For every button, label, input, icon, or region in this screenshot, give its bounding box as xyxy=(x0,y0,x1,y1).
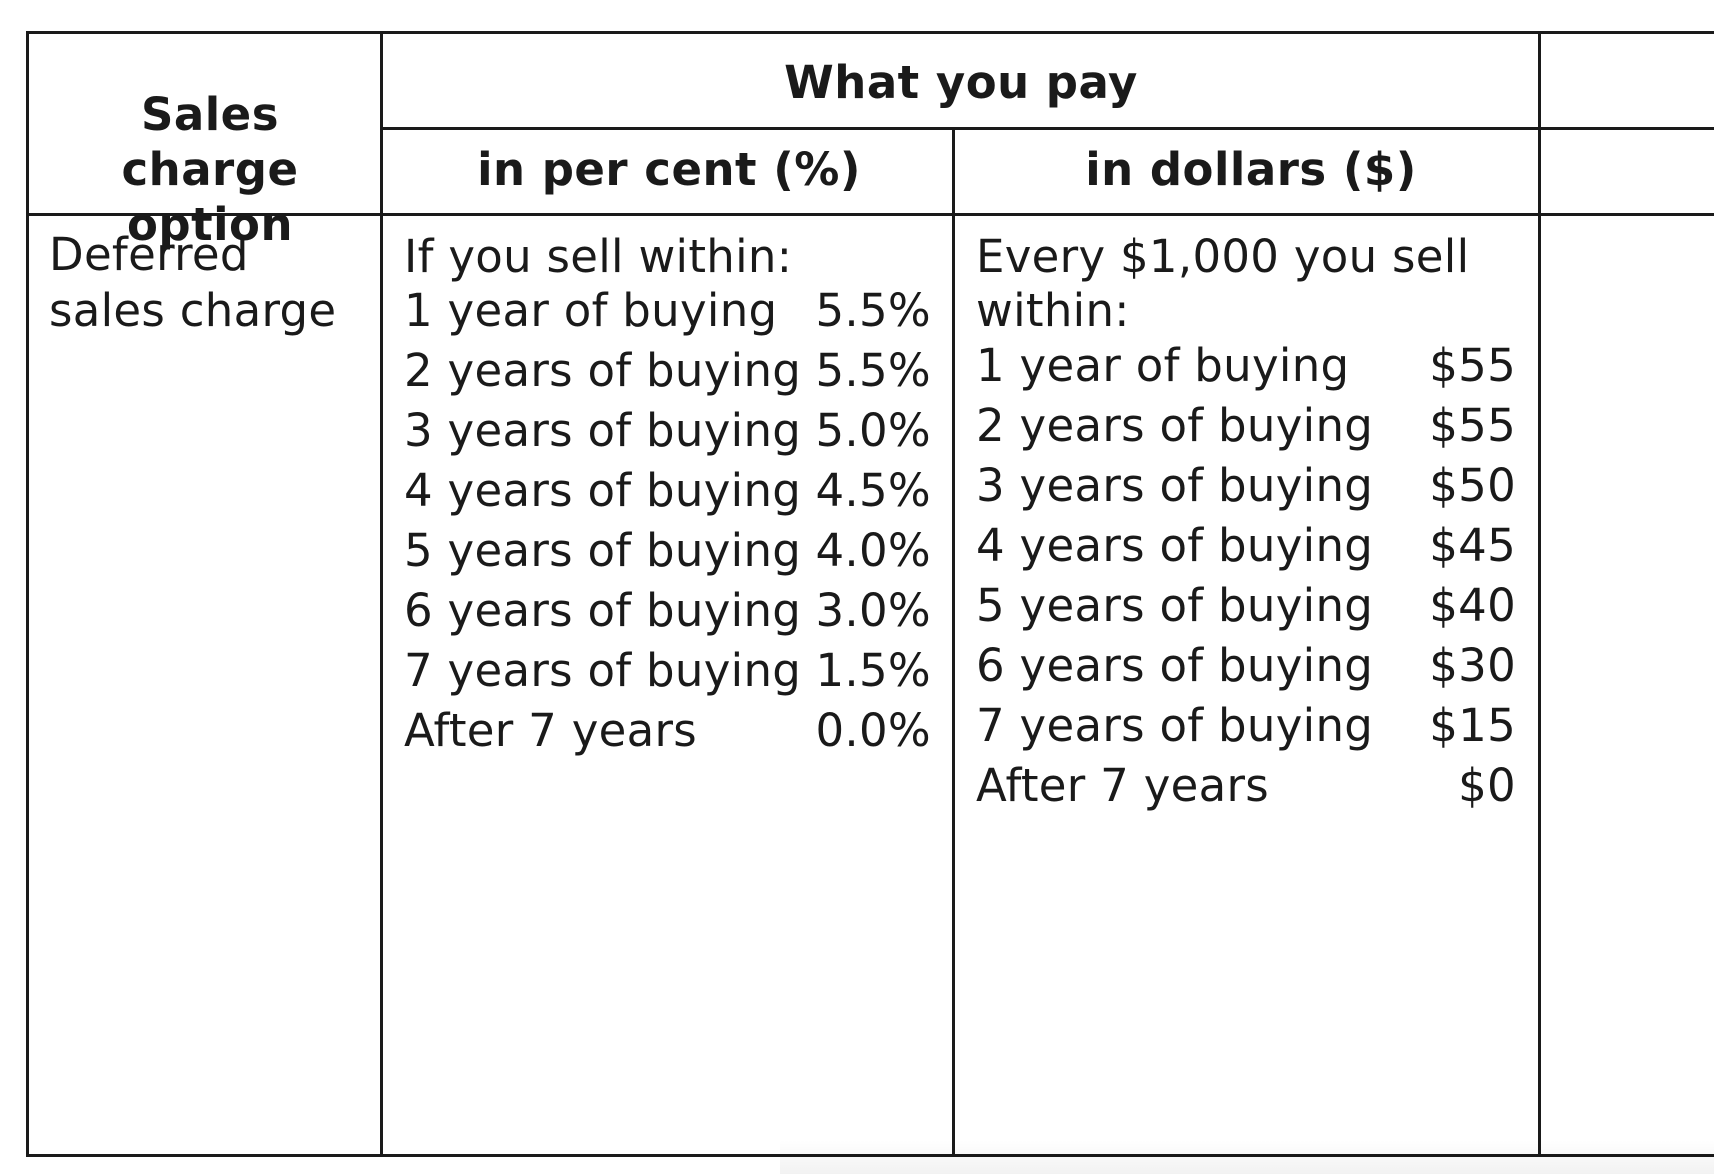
percent-row-value: 4.5% xyxy=(815,464,931,517)
percent-row-label: 3 years of buying xyxy=(404,404,802,457)
percent-row-value: 1.5% xyxy=(815,644,931,697)
percent-row-value: 0.0% xyxy=(815,704,931,757)
dollar-row: 6 years of buying $30 xyxy=(976,636,1516,696)
option-cell-deferred-sales-charge: Deferred sales charge xyxy=(49,228,337,337)
dollar-row-value: $55 xyxy=(1429,399,1516,452)
percent-row: 2 years of buying 5.5% xyxy=(404,341,931,401)
dollar-row-value: $40 xyxy=(1429,579,1516,632)
percent-row-label: 4 years of buying xyxy=(404,464,802,517)
dollar-row: 4 years of buying $45 xyxy=(976,516,1516,576)
percent-row-value: 3.0% xyxy=(815,584,931,637)
header-what-you-pay: What you pay xyxy=(784,56,1138,109)
dollar-row: 2 years of buying $55 xyxy=(976,396,1516,456)
dollar-row: 5 years of buying $40 xyxy=(976,576,1516,636)
dollar-row-label: 3 years of buying xyxy=(976,459,1374,512)
header-sales-charge-option: Sales charge option xyxy=(121,88,299,251)
dollar-row: 7 years of buying $15 xyxy=(976,696,1516,756)
dollar-row-value: $50 xyxy=(1429,459,1516,512)
percent-intro: If you sell within: xyxy=(404,230,793,283)
dollar-row-value: $0 xyxy=(1458,759,1516,812)
percent-row: 1 year of buying 5.5% xyxy=(404,281,931,341)
dollar-row-value: $30 xyxy=(1429,639,1516,692)
dollar-row: 1 year of buying $55 xyxy=(976,336,1516,396)
dollar-row-label: 7 years of buying xyxy=(976,699,1374,752)
percent-row: 4 years of buying 4.5% xyxy=(404,461,931,521)
dollar-row-value: $55 xyxy=(1429,339,1516,392)
percent-row-value: 5.5% xyxy=(815,284,931,337)
header-in-dollars: in dollars ($) xyxy=(1085,143,1417,196)
dollar-row-label: 4 years of buying xyxy=(976,519,1374,572)
table-left-border xyxy=(26,31,29,1157)
dollar-row-label: After 7 years xyxy=(976,759,1270,812)
percent-row-label: 7 years of buying xyxy=(404,644,802,697)
dollar-row-label: 6 years of buying xyxy=(976,639,1374,692)
dollar-row-value: $45 xyxy=(1429,519,1516,572)
percent-column-divider xyxy=(952,127,955,1157)
percent-row-value: 5.0% xyxy=(815,404,931,457)
subheader-divider xyxy=(381,127,1714,130)
dollar-row: After 7 years $0 xyxy=(976,756,1516,816)
dollar-row-value: $15 xyxy=(1429,699,1516,752)
header-bottom-border xyxy=(28,213,1714,216)
dollar-intro-line-2: within: xyxy=(976,284,1130,337)
percent-row-label: 5 years of buying xyxy=(404,524,802,577)
dollar-intro-line-1: Every $1,000 you sell xyxy=(976,230,1470,283)
table-bottom-border xyxy=(28,1154,1714,1157)
percent-row: 6 years of buying 3.0% xyxy=(404,581,931,641)
percent-row-value: 5.5% xyxy=(815,344,931,397)
percent-row: 7 years of buying 1.5% xyxy=(404,641,931,701)
table-top-border xyxy=(28,31,1714,34)
percent-row-label: 1 year of buying xyxy=(404,284,778,337)
percent-row: 3 years of buying 5.0% xyxy=(404,401,931,461)
percent-row: 5 years of buying 4.0% xyxy=(404,521,931,581)
percent-row-label: 2 years of buying xyxy=(404,344,802,397)
dollar-row-label: 1 year of buying xyxy=(976,339,1350,392)
dollar-row: 3 years of buying $50 xyxy=(976,456,1516,516)
page-shadow xyxy=(780,1140,1714,1174)
dollar-column-right-border xyxy=(1538,31,1541,1157)
option-column-divider xyxy=(380,31,383,1157)
dollar-row-label: 5 years of buying xyxy=(976,579,1374,632)
percent-list: 1 year of buying 5.5% 2 years of buying 5.5… xyxy=(404,281,931,761)
dollar-list: 1 year of buying $55 2 years of buying $55 3… xyxy=(976,336,1516,816)
percent-row-label: After 7 years xyxy=(404,704,698,757)
percent-row-value: 4.0% xyxy=(815,524,931,577)
percent-row-label: 6 years of buying xyxy=(404,584,802,637)
header-in-per-cent: in per cent (%) xyxy=(477,143,861,196)
dollar-row-label: 2 years of buying xyxy=(976,399,1374,452)
percent-row: After 7 years 0.0% xyxy=(404,701,931,761)
